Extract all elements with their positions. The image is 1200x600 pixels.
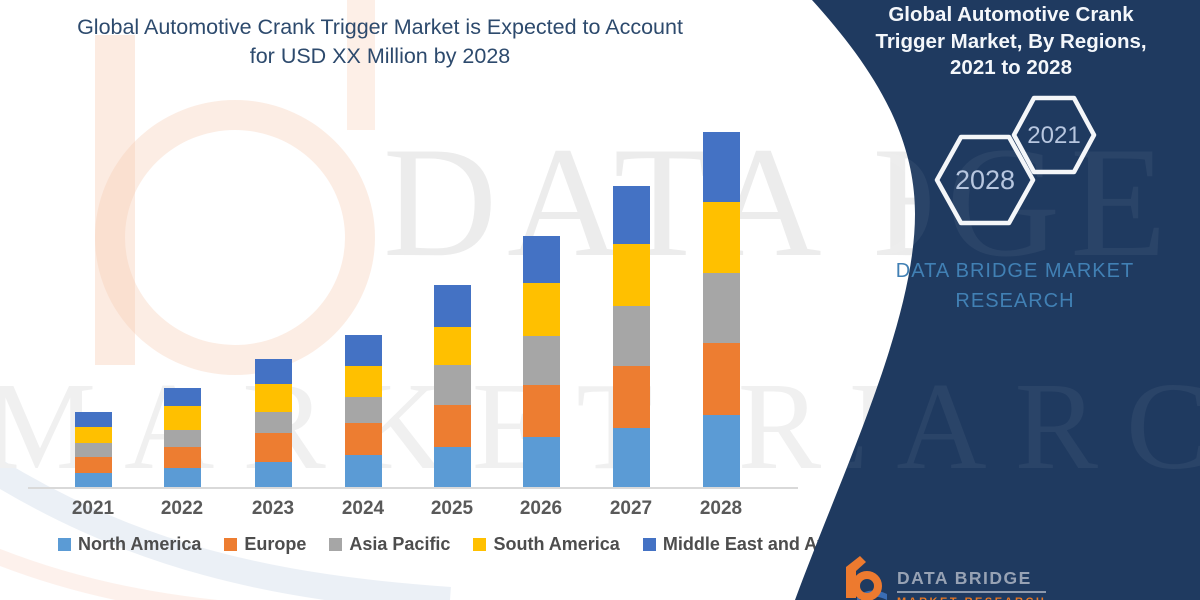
- x-axis-label-2028: 2028: [699, 498, 743, 519]
- legend-swatch-icon: [642, 538, 656, 551]
- x-axis-label-2023: 2023: [251, 498, 295, 519]
- bar-2023: [254, 359, 292, 487]
- bar-2025: [433, 285, 471, 487]
- legend-item-middle-east-and-africa: Middle East and Africa: [642, 534, 856, 555]
- chart-legend: North America Europe Asia Pacific South Ame…: [58, 534, 855, 555]
- bar-segment-2022-asia-pacific: [163, 430, 201, 447]
- bar-segment-2021-europe: [74, 457, 112, 473]
- bar-segment-2026-europe: [522, 385, 560, 437]
- side-panel-title-line1: Global Automotive Crank: [888, 3, 1134, 26]
- panel-watermark-row2: EARCH: [792, 358, 1200, 496]
- panel-brand-line2: RESEARCH: [955, 290, 1075, 312]
- x-axis-label-2021: 2021: [71, 498, 115, 519]
- bar-segment-2025-middle-east-and-africa: [433, 285, 471, 327]
- x-axis-label-2026: 2026: [519, 498, 563, 519]
- hexagon-label-2021: 2021: [1027, 122, 1081, 149]
- bar-segment-2023-europe: [254, 433, 292, 462]
- panel-brand-text: DATA BRIDGE MARKET RESEARCH: [845, 256, 1185, 316]
- bar-segment-2027-north-america: [612, 428, 650, 487]
- side-panel-title-line3: 2021 to 2028: [950, 56, 1072, 79]
- x-axis-label-2024: 2024: [341, 498, 385, 519]
- bar-2024: [344, 335, 382, 487]
- bar-2027: [612, 186, 650, 487]
- x-axis-label-2025: 2025: [430, 498, 474, 519]
- bar-segment-2024-north-america: [344, 455, 382, 487]
- data-bridge-b-icon: [846, 556, 887, 600]
- legend-swatch-icon: [473, 538, 487, 551]
- bar-segment-2023-south-america: [254, 384, 292, 412]
- bar-segment-2021-south-america: [74, 427, 112, 443]
- bar-segment-2027-europe: [612, 366, 650, 428]
- bar-segment-2028-asia-pacific: [702, 273, 740, 343]
- bar-segment-2022-middle-east-and-africa: [163, 388, 201, 406]
- side-panel-title-line2: Trigger Market, By Regions,: [875, 29, 1147, 53]
- bar-2028: [702, 132, 740, 487]
- chart-title-line2: for USD XX Million by 2028: [249, 44, 511, 68]
- bar-segment-2021-asia-pacific: [74, 443, 112, 457]
- chart-title-line1: Global Automotive Crank Trigger Market i…: [77, 15, 683, 39]
- bar-segment-2021-middle-east-and-africa: [74, 412, 112, 427]
- bar-segment-2026-middle-east-and-africa: [522, 236, 560, 283]
- bar-segment-2027-south-america: [612, 244, 650, 306]
- bar-segment-2026-north-america: [522, 437, 560, 487]
- legend-item-south-america: South America: [473, 534, 620, 555]
- bar-segment-2026-south-america: [522, 283, 560, 336]
- legend-label: South America: [493, 534, 620, 554]
- bar-2021: [74, 412, 112, 487]
- stacked-bar-chart: 2021 2022 2023 2024 2025 2026 2027 2028: [28, 132, 798, 519]
- bar-2022: [163, 388, 201, 487]
- bar-segment-2025-europe: [433, 405, 471, 447]
- bar-segment-2025-north-america: [433, 447, 471, 487]
- bar-segment-2028-north-america: [702, 415, 740, 487]
- panel-brand-line1: DATA BRIDGE MARKET: [895, 260, 1135, 282]
- bar-segment-2022-europe: [163, 447, 201, 468]
- bar-segment-2025-asia-pacific: [433, 365, 471, 405]
- legend-label: Europe: [244, 534, 307, 554]
- bar-segment-2024-asia-pacific: [344, 397, 382, 423]
- chart-title: Global Automotive Crank Trigger Market i…: [30, 13, 730, 71]
- legend-swatch-icon: [58, 538, 71, 551]
- bar-segment-2027-middle-east-and-africa: [612, 186, 650, 244]
- bar-segment-2026-asia-pacific: [522, 336, 560, 385]
- footer-logo: DATA BRIDGE MARKET RESEARCH: [843, 554, 1047, 600]
- footer-logo-name: DATA BRIDGE: [897, 568, 1047, 593]
- bar-segment-2023-north-america: [254, 462, 292, 487]
- side-panel-title: Global Automotive Crank Trigger Market, …: [826, 2, 1196, 82]
- bar-2026: [522, 236, 560, 487]
- bar-segment-2021-north-america: [74, 473, 112, 487]
- bar-segment-2027-asia-pacific: [612, 306, 650, 366]
- bar-segment-2028-middle-east-and-africa: [702, 132, 740, 202]
- x-axis-line: [28, 487, 798, 489]
- bar-segment-2028-south-america: [702, 202, 740, 273]
- x-axis-label-2022: 2022: [160, 498, 204, 519]
- legend-item-asia-pacific: Asia Pacific: [329, 534, 450, 555]
- footer-logo-text: DATA BRIDGE MARKET RESEARCH: [897, 568, 1047, 600]
- bar-segment-2023-middle-east-and-africa: [254, 359, 292, 384]
- legend-swatch-icon: [329, 538, 343, 551]
- bar-segment-2024-europe: [344, 423, 382, 455]
- bar-segment-2028-europe: [702, 343, 740, 415]
- legend-label: Asia Pacific: [349, 534, 451, 554]
- bar-segment-2024-south-america: [344, 366, 382, 397]
- bar-segment-2022-north-america: [163, 468, 201, 487]
- footer-logo-subtitle: MARKET RESEARCH: [897, 596, 1046, 600]
- bar-segment-2025-south-america: [433, 327, 471, 365]
- bar-segment-2022-south-america: [163, 406, 201, 430]
- legend-item-north-america: North America: [58, 534, 201, 555]
- legend-label: North America: [78, 534, 202, 554]
- x-axis-label-2027: 2027: [609, 498, 653, 519]
- legend-swatch-icon: [224, 538, 238, 551]
- legend-label: Middle East and Africa: [662, 534, 856, 554]
- bar-segment-2023-asia-pacific: [254, 412, 292, 433]
- legend-item-europe: Europe: [224, 534, 306, 555]
- hexagon-label-2028: 2028: [954, 165, 1016, 195]
- bar-segment-2024-middle-east-and-africa: [344, 335, 382, 366]
